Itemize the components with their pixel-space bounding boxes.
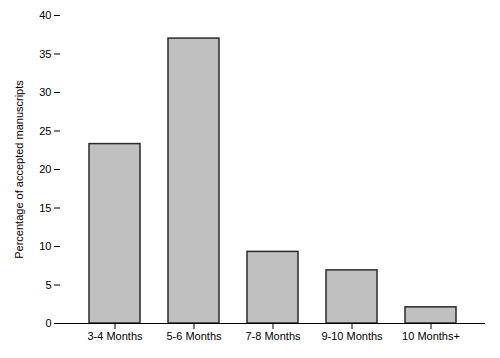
svg-text:35: 35: [39, 48, 51, 60]
svg-text:10: 10: [39, 240, 51, 252]
svg-text:0: 0: [45, 317, 51, 329]
svg-text:10 Months+: 10 Months+: [402, 330, 460, 342]
svg-text:5-6 Months: 5-6 Months: [166, 330, 222, 342]
svg-text:30: 30: [39, 86, 51, 98]
svg-text:5: 5: [45, 279, 51, 291]
svg-text:9-10 Months: 9-10 Months: [321, 330, 383, 342]
svg-text:25: 25: [39, 125, 51, 137]
svg-text:3-4 Months: 3-4 Months: [87, 330, 143, 342]
svg-text:40: 40: [39, 9, 51, 21]
svg-text:Percentage of accepted manuscr: Percentage of accepted manuscripts: [13, 80, 25, 259]
svg-text:20: 20: [39, 163, 51, 175]
svg-text:7-8 Months: 7-8 Months: [245, 330, 301, 342]
svg-text:15: 15: [39, 202, 51, 214]
